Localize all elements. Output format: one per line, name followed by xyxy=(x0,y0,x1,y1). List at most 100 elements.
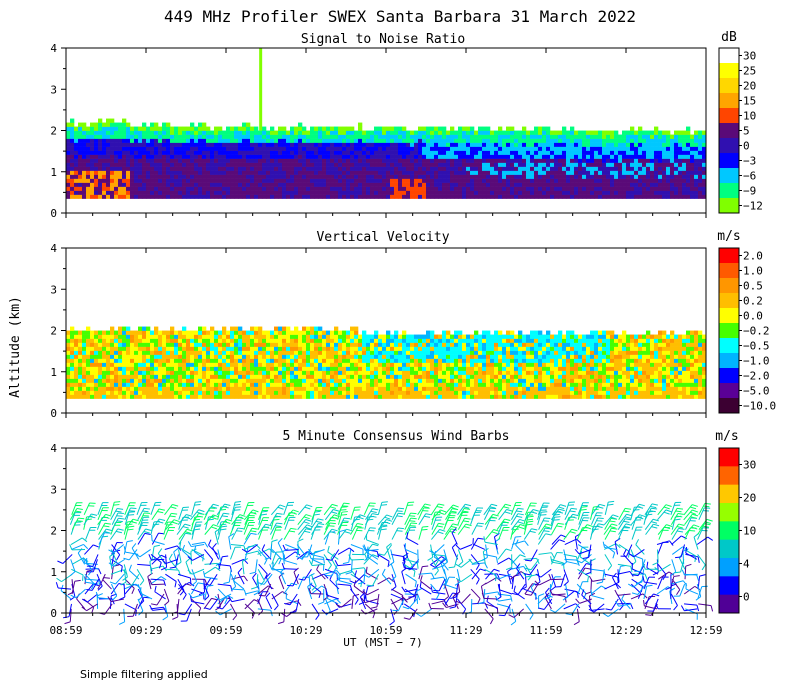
snr-cell xyxy=(138,186,143,191)
snr-cell xyxy=(514,150,519,155)
snr-cell xyxy=(486,146,491,151)
snr-cell xyxy=(262,158,267,163)
snr-cell xyxy=(454,154,459,159)
snr-cell xyxy=(154,126,159,131)
snr-cell xyxy=(318,194,323,199)
snr-cell xyxy=(694,182,699,187)
snr-cell xyxy=(202,154,207,159)
y-tick-label: 3 xyxy=(50,83,57,96)
snr-cell xyxy=(98,150,103,155)
snr-cell xyxy=(134,182,139,187)
snr-cell xyxy=(322,134,327,139)
snr-cell xyxy=(158,194,163,199)
snr-cell xyxy=(366,158,371,163)
vv-cell xyxy=(318,382,323,387)
vv-cell xyxy=(282,386,287,391)
vv-cell xyxy=(122,386,127,391)
snr-cell xyxy=(194,170,199,175)
snr-cell xyxy=(218,138,223,143)
vv-cell xyxy=(438,390,443,395)
vv-cell xyxy=(234,374,239,379)
snr-cell xyxy=(258,162,263,167)
snr-cell xyxy=(410,138,415,143)
vv-cell xyxy=(78,394,83,399)
snr-cell xyxy=(306,162,311,167)
snr-cell xyxy=(650,190,655,195)
snr-cell xyxy=(338,126,343,131)
snr-cell xyxy=(110,190,115,195)
snr-cell xyxy=(618,190,623,195)
snr-cell xyxy=(426,170,431,175)
snr-cell xyxy=(150,178,155,183)
snr-cell xyxy=(374,194,379,199)
snr-cell xyxy=(410,170,415,175)
vv-cell xyxy=(366,334,371,339)
snr-cell xyxy=(534,162,539,167)
snr-cell xyxy=(490,182,495,187)
vv-cell xyxy=(270,354,275,359)
snr-cell xyxy=(658,194,663,199)
vv-cell xyxy=(546,390,551,395)
vv-cell xyxy=(466,350,471,355)
snr-cell xyxy=(422,182,427,187)
snr-cell xyxy=(314,166,319,171)
snr-cell xyxy=(334,142,339,147)
vv-cell xyxy=(110,350,115,355)
snr-cell xyxy=(470,194,475,199)
vv-cell xyxy=(502,358,507,363)
vv-cell xyxy=(106,346,111,351)
snr-cell xyxy=(294,186,299,191)
vv-cell xyxy=(78,374,83,379)
vv-cell xyxy=(366,366,371,371)
snr-cell xyxy=(366,194,371,199)
snr-cell xyxy=(350,190,355,195)
snr-cell xyxy=(146,158,151,163)
snr-cell xyxy=(574,142,579,147)
vv-cell xyxy=(354,350,359,355)
snr-cell xyxy=(246,150,251,155)
snr-cell xyxy=(246,130,251,135)
snr-cell xyxy=(426,178,431,183)
snr-cell xyxy=(454,150,459,155)
vv-cell xyxy=(306,354,311,359)
vv-cell xyxy=(266,370,271,375)
vv-cell xyxy=(290,350,295,355)
snr-cell xyxy=(98,182,103,187)
snr-cell xyxy=(242,162,247,167)
snr-cell xyxy=(622,190,627,195)
snr-cell xyxy=(98,130,103,135)
vv-cell xyxy=(358,338,363,343)
snr-cell xyxy=(338,182,343,187)
snr-cell xyxy=(162,174,167,179)
vv-cell xyxy=(258,346,263,351)
snr-cell xyxy=(398,170,403,175)
vv-cell xyxy=(386,366,391,371)
vv-cell xyxy=(330,354,335,359)
vv-cell xyxy=(242,338,247,343)
snr-cell xyxy=(654,178,659,183)
snr-cell xyxy=(610,146,615,151)
vv-cell xyxy=(198,370,203,375)
snr-cell xyxy=(234,150,239,155)
snr-cell xyxy=(686,134,691,139)
snr-cell xyxy=(570,170,575,175)
vv-cell xyxy=(366,346,371,351)
snr-cell xyxy=(142,162,147,167)
snr-cell xyxy=(138,194,143,199)
snr-cell xyxy=(422,158,427,163)
snr-cell xyxy=(478,166,483,171)
vv-cell xyxy=(242,358,247,363)
snr-cell xyxy=(506,134,511,139)
snr-cell xyxy=(358,194,363,199)
vv-cell xyxy=(374,342,379,347)
snr-cell xyxy=(246,166,251,171)
snr-cell xyxy=(642,170,647,175)
snr-cell xyxy=(290,142,295,147)
snr-cell xyxy=(318,178,323,183)
snr-cell xyxy=(398,190,403,195)
vv-cell xyxy=(418,366,423,371)
snr-cell xyxy=(110,138,115,143)
snr-cell xyxy=(546,182,551,187)
vv-cell xyxy=(198,346,203,351)
snr-cell xyxy=(430,146,435,151)
